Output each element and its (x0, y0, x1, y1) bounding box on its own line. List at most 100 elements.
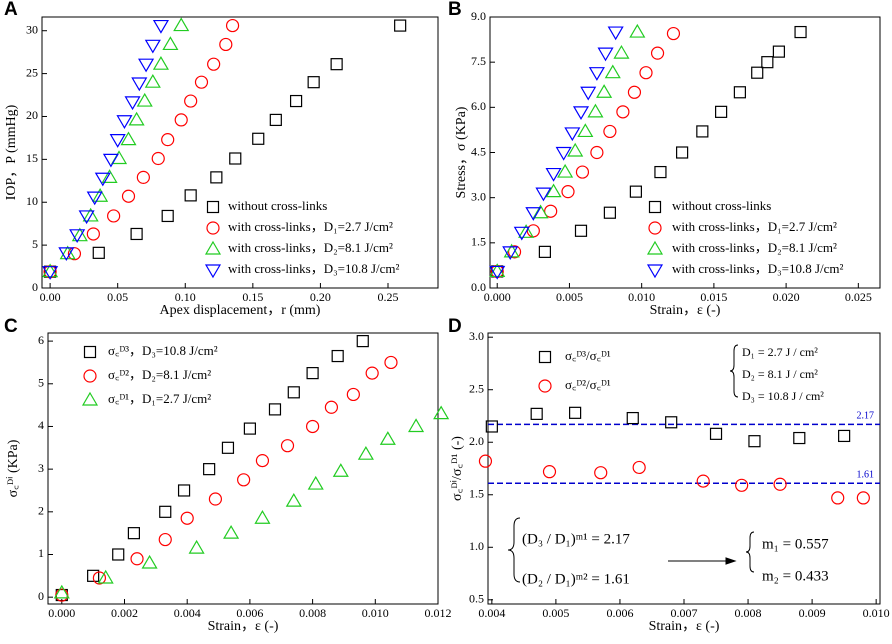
data-point (856, 491, 870, 505)
data-point (237, 473, 251, 487)
legend-label: with cross-links，D₂=8.1 J/cm² (228, 240, 393, 255)
data-point (542, 465, 557, 479)
data-point (127, 527, 141, 540)
data-point (735, 478, 749, 492)
data-point (773, 477, 787, 491)
data-point (545, 167, 562, 182)
annotation: D₁ = 2.7 J / cm² (742, 345, 818, 359)
data-point (184, 94, 198, 108)
data-point (268, 403, 282, 416)
data-point (654, 165, 667, 179)
data-point (831, 491, 845, 505)
data-point (269, 113, 282, 127)
y-tick-label: 4 (38, 418, 44, 432)
y-tick-label: 9.0 (471, 9, 486, 23)
data-point (580, 86, 597, 101)
plot-frame (47, 332, 439, 605)
data-point (223, 524, 240, 539)
y-tick-label: 0.5 (469, 592, 484, 606)
data-point (69, 229, 86, 244)
y-tick-label: 6.0 (471, 99, 486, 113)
data-point (243, 422, 256, 435)
y-tick-label: 25 (26, 65, 38, 79)
data-point (136, 92, 153, 107)
data-point (116, 115, 133, 129)
data-point (144, 39, 161, 54)
data-point (82, 207, 99, 222)
annotation: m₁ = 0.557 (762, 536, 829, 552)
data-point (130, 552, 144, 566)
data-point (67, 247, 82, 261)
brace (729, 344, 739, 398)
reference-label: 1.61 (857, 470, 875, 481)
y-axis-label: Stress，σ (KPa) (454, 106, 469, 198)
data-point (793, 431, 806, 445)
arrow-head (725, 557, 737, 565)
data-point (696, 474, 710, 488)
data-point (194, 75, 209, 89)
data-point (575, 165, 590, 179)
data-point (616, 105, 630, 119)
panel-label: B (448, 0, 462, 20)
data-point (572, 106, 590, 121)
legend-label: σ꜀ᴰ³，D₃=10.8 J/cm² (108, 343, 218, 358)
annotation: D₃ = 10.8 J / cm² (742, 389, 824, 403)
y-tick-label: 1 (38, 546, 44, 560)
data-point (629, 23, 646, 38)
data-point (188, 539, 205, 554)
data-point (603, 206, 616, 219)
data-point (733, 86, 746, 99)
data-point (794, 25, 807, 39)
data-point (152, 55, 169, 70)
data-point (255, 454, 270, 468)
data-point (207, 57, 221, 71)
x-tick-label: 0.20 (310, 290, 331, 304)
legend-label: with cross-links，D₃=10.8 J/cm² (228, 261, 399, 276)
data-point (112, 548, 125, 561)
legend-marker (81, 391, 99, 406)
data-point (138, 58, 155, 73)
data-point (287, 386, 300, 399)
x-tick-label: 0.15 (242, 290, 263, 304)
data-point (174, 113, 188, 127)
data-point (102, 153, 119, 168)
x-tick-label: 0.008 (735, 606, 762, 620)
data-point (489, 263, 506, 278)
x-axis-label: Apex displacement，r (mm) (160, 303, 321, 318)
x-tick-label: 0.008 (299, 606, 326, 620)
data-point (587, 103, 604, 118)
data-point (569, 406, 582, 419)
data-point (136, 170, 150, 184)
data-point (544, 204, 558, 218)
y-tick-label: 0 (38, 589, 44, 603)
data-point (626, 411, 639, 425)
data-point (627, 85, 642, 99)
data-point (709, 427, 723, 440)
legend-label: σ꜀ᴰ¹，D₁=2.7 J/cm² (108, 391, 211, 406)
data-point (141, 554, 158, 569)
data-point (357, 446, 374, 460)
panel-label: D (448, 316, 462, 337)
data-point (666, 26, 681, 41)
y-tick-label: 3.0 (469, 329, 484, 343)
y-tick-label: 2 (38, 504, 44, 518)
x-tick-label: 0.00 (40, 290, 61, 304)
data-point (394, 19, 407, 32)
y-tick-label: 6 (38, 333, 44, 347)
data-point (577, 123, 594, 138)
legend-label: without cross-links (672, 198, 771, 213)
annotation: (D₂ / D₁)ᵐ² = 1.61 (522, 571, 630, 587)
data-point (607, 26, 624, 41)
data-point (332, 463, 349, 477)
data-point (78, 210, 95, 225)
data-point (564, 127, 581, 142)
data-point (557, 163, 574, 178)
data-point (538, 245, 551, 258)
data-point (772, 45, 785, 58)
x-tick-label: 0.006 (606, 606, 633, 620)
legend-marker (204, 264, 222, 279)
data-point (307, 76, 320, 89)
x-tick-label: 0.004 (478, 606, 505, 620)
data-point (594, 466, 608, 480)
data-point (545, 183, 562, 198)
